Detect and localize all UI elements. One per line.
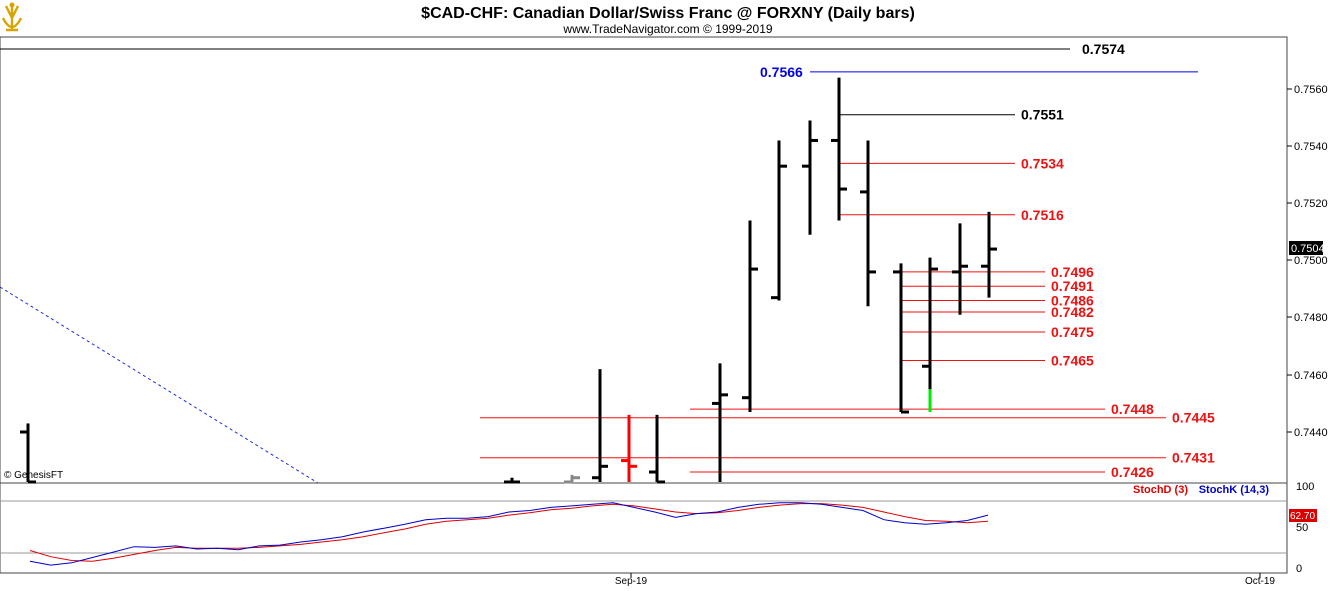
ohlc-bar: [649, 414, 665, 484]
ohlc-bar: [504, 477, 520, 484]
level-label: 0.7486: [1051, 293, 1094, 309]
level-line: 0.7426: [690, 464, 1154, 480]
stoch-d-legend: StochD (3): [1133, 484, 1188, 496]
level-line: 0.7475: [900, 324, 1094, 340]
price-tick: 0.7520: [1294, 198, 1328, 210]
ohlc-bar: [712, 363, 728, 482]
last-price-text: 0.7504: [1291, 243, 1325, 255]
ohlc-bar: [802, 120, 818, 235]
stoch-last-badge: [1289, 509, 1317, 522]
trendline: [0, 286, 319, 484]
stoch-k-line: [29, 502, 989, 566]
indicator-panel-frame: [0, 482, 1288, 574]
x-axis-label-sep: Sep-19: [615, 576, 648, 587]
level-line: 0.7465: [900, 353, 1094, 369]
ohlc-bar: [922, 257, 938, 412]
level-line: 0.7566: [760, 64, 1198, 80]
ohlc-bar: [564, 474, 580, 484]
level-label: 0.7465: [1051, 353, 1094, 369]
x-axis-label-oct: Oct-19: [1245, 576, 1275, 587]
level-label: 0.7426: [1111, 464, 1154, 480]
level-label: 0.7445: [1172, 410, 1215, 426]
level-line: 0.7516: [840, 207, 1064, 223]
trident-logo-icon: [1, 2, 23, 32]
price-tick-marks: [1287, 88, 1292, 433]
stoch-tick: 50: [1296, 522, 1308, 534]
level-label: 0.7475: [1051, 324, 1094, 340]
price-axis: 0.7560 0.7540 0.7520 0.7500 0.7480 0.746…: [1287, 84, 1328, 439]
ohlc-bar: [981, 211, 997, 298]
stoch-last-value: 62.70: [1290, 511, 1315, 522]
price-tick: 0.7460: [1294, 370, 1328, 382]
price-tick: 0.7560: [1294, 84, 1328, 96]
level-label: 0.7516: [1021, 207, 1064, 223]
ohlc-bar: [952, 223, 968, 315]
level-label: 0.7496: [1051, 264, 1094, 280]
level-label: 0.7574: [1082, 41, 1125, 57]
ohlc-bar: [20, 423, 36, 484]
ohlc-bar: [742, 220, 758, 412]
level-label: 0.7448: [1111, 401, 1154, 417]
level-line: 0.7496: [900, 264, 1094, 280]
ohlc-bar: [893, 263, 909, 414]
last-price-badge: [1289, 241, 1323, 255]
price-panel-frame: [0, 36, 1288, 484]
price-tick: 0.7440: [1294, 427, 1328, 439]
level-line: 0.7491: [900, 278, 1094, 294]
level-line: 0.7551: [840, 107, 1064, 123]
ohlc-bar: [860, 140, 876, 307]
bars-layer: [20, 77, 997, 484]
watermark: © GenesisFT: [4, 470, 63, 481]
ohlc-bar: [592, 369, 608, 482]
stoch-k-legend: StochK (14,3): [1199, 484, 1270, 496]
level-label: 0.7491: [1051, 278, 1094, 294]
price-tick: 0.7500: [1294, 255, 1328, 267]
stoch-layer: [29, 502, 989, 566]
ohlc-bar: [771, 140, 787, 301]
level-line: 0.7448: [690, 401, 1154, 417]
stoch-tick: 0: [1296, 563, 1302, 575]
stoch-tick: 100: [1296, 481, 1314, 493]
price-tick: 0.7540: [1294, 141, 1328, 153]
ohlc-bar: [831, 77, 847, 221]
chart-title: $CAD-CHF: Canadian Dollar/Swiss Franc @ …: [421, 5, 915, 22]
level-label: 0.7566: [760, 64, 803, 80]
level-line: 0.7445: [480, 410, 1215, 426]
level-label: 0.7482: [1051, 304, 1094, 320]
level-line: 0.7482: [900, 304, 1094, 320]
ohlc-bar: [621, 414, 637, 482]
level-label: 0.7534: [1021, 155, 1064, 171]
levels-layer: 0.75740.75660.75510.75340.75160.74960.74…: [0, 41, 1215, 480]
level-label: 0.7431: [1172, 450, 1215, 466]
level-line: 0.7486: [900, 293, 1094, 309]
level-line: 0.7574: [0, 41, 1125, 57]
chart-subtitle: www.TradeNavigator.com © 1999-2019: [562, 22, 772, 36]
price-tick: 0.7480: [1294, 312, 1328, 324]
level-label: 0.7551: [1021, 107, 1064, 123]
level-line: 0.7431: [480, 450, 1215, 466]
level-line: 0.7534: [840, 155, 1064, 171]
